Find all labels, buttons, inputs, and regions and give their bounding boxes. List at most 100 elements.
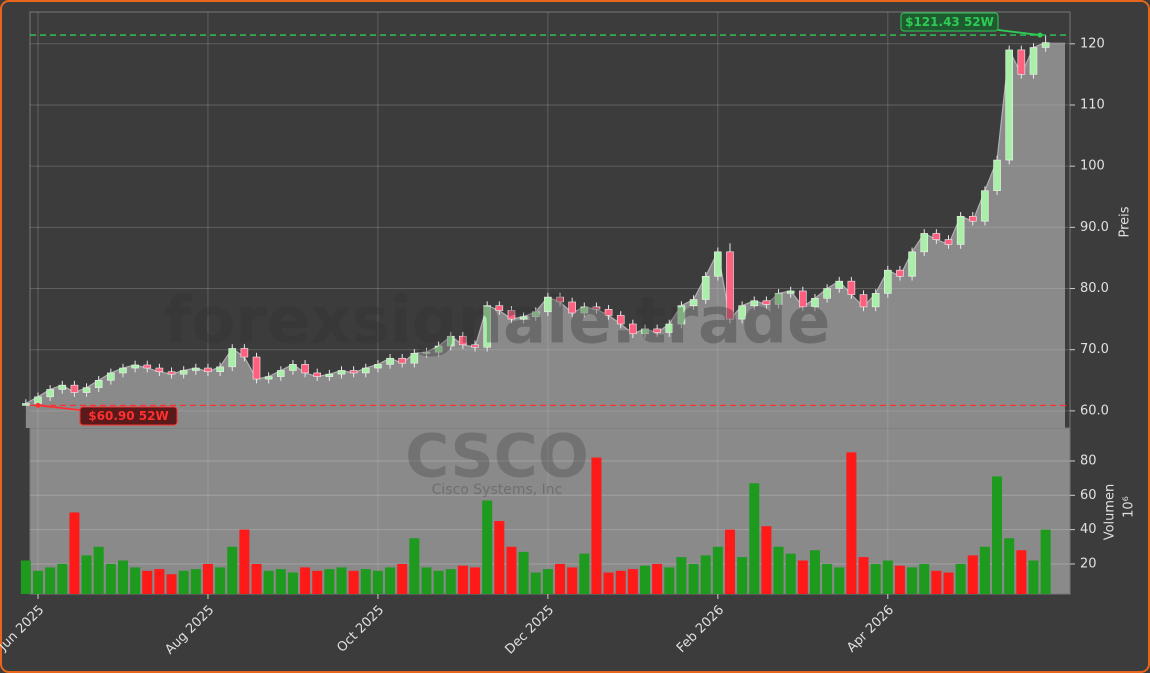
candle-body [835,280,844,289]
candle-body [131,364,139,369]
candle-body [325,373,334,377]
candle-body [483,305,491,348]
candle-body [276,370,285,377]
candle-body [192,367,200,371]
volume-bar [664,567,675,594]
volume-bar [506,546,517,594]
candle-body [240,348,249,358]
candle-body [22,403,30,406]
candle-body [1029,47,1038,75]
volume-bar [1028,560,1039,594]
volume-bar [700,555,711,594]
candle-body [434,345,443,353]
volume-bar [518,551,529,594]
volume-bar [542,569,553,594]
candle-body [446,335,455,347]
candle-body [653,328,661,333]
candle-body [811,298,819,308]
volume-tick-label: 20 [1080,556,1097,571]
candle-body [495,305,504,311]
candle-body [714,251,722,277]
candle-body [920,233,929,253]
y-tick-label: 90.0 [1080,220,1109,235]
candle-body [896,269,904,277]
candle-body [847,280,856,295]
candle-body [301,364,309,374]
candle-body [956,216,965,245]
candle-body [908,251,916,277]
volume-bar [372,570,383,594]
candle-body [750,300,759,306]
candle-body [422,351,431,354]
watermark: forexsignale.trade [164,285,831,359]
candle-body [738,305,746,320]
y-tick-label: 110 [1080,97,1105,112]
volume-bar [773,546,784,594]
candle-body [519,316,528,320]
candle-body [507,310,516,320]
volume-bar [530,572,541,594]
candle-body [264,376,273,380]
volume-bar [470,567,481,594]
volume-bar [567,567,578,594]
volume-unit: 10⁶ [1122,496,1137,518]
candle-body [167,371,176,375]
volume-bar [457,565,468,594]
candle-body [349,370,358,374]
volume-bar [882,560,893,594]
candle-body [629,323,637,335]
candle-body [799,290,807,308]
candle-body [993,159,1001,191]
candle-body [944,239,953,245]
volume-bar [943,572,954,594]
volume-bar [712,546,723,594]
volume-tick-label: 40 [1080,522,1097,537]
candle-body [665,323,674,333]
candle-body [689,299,698,306]
y-tick-label: 60.0 [1080,403,1109,418]
candle-body [374,364,382,369]
candle-body [179,370,188,375]
volume-bar [20,560,31,594]
volume-bar [846,452,857,594]
candle-body [386,357,394,365]
candle-body [337,370,346,375]
candle-body [871,293,880,308]
volume-bar [154,569,165,594]
volume-bar [105,563,116,594]
volume-bar [834,567,845,594]
candle-body [204,367,212,373]
volume-tick-label: 60 [1080,488,1097,503]
volume-bar [724,529,735,594]
candle-body [726,251,734,320]
candle-body [592,306,601,310]
volume-bar [652,563,663,594]
volume-bar [397,563,408,594]
candle-body [544,296,552,313]
volume-bar [627,569,638,594]
volume-bar [967,555,978,594]
candle-body [82,387,91,393]
volume-bar [822,563,833,594]
volume-bar [81,555,92,594]
candle-body [932,233,941,240]
candle-body [968,216,977,222]
volume-bar [785,553,796,594]
volume-bar [858,557,869,594]
candle-body [94,379,103,388]
candle-body [361,367,370,374]
volume-bar [263,570,274,594]
volume-bar [749,483,760,594]
annotation-arrow [37,404,81,411]
candle-body [289,364,297,371]
candle-body [119,367,127,374]
volume-bar [251,563,262,594]
volume-bar [312,570,323,594]
candle-body [604,309,613,316]
volume-axis-label: Volumen [1103,484,1118,541]
annotation-arrow-head [35,402,41,408]
candle-body [786,290,795,294]
candle-body [228,348,237,368]
volume-bar [409,538,420,594]
